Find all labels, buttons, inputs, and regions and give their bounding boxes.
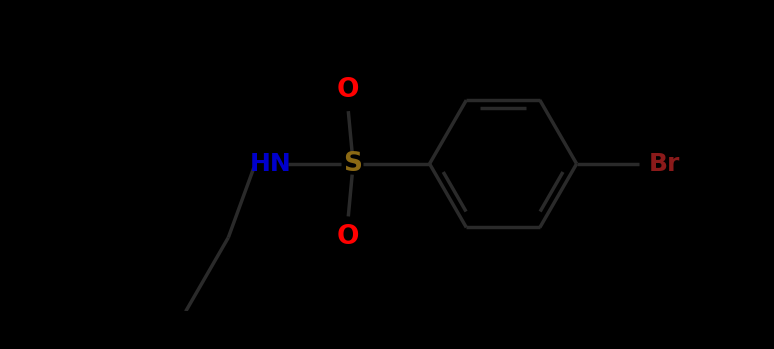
Text: O: O (337, 77, 360, 103)
Text: HN: HN (250, 152, 292, 176)
Text: O: O (337, 224, 360, 250)
Text: Br: Br (649, 152, 680, 176)
Text: S: S (343, 151, 361, 177)
